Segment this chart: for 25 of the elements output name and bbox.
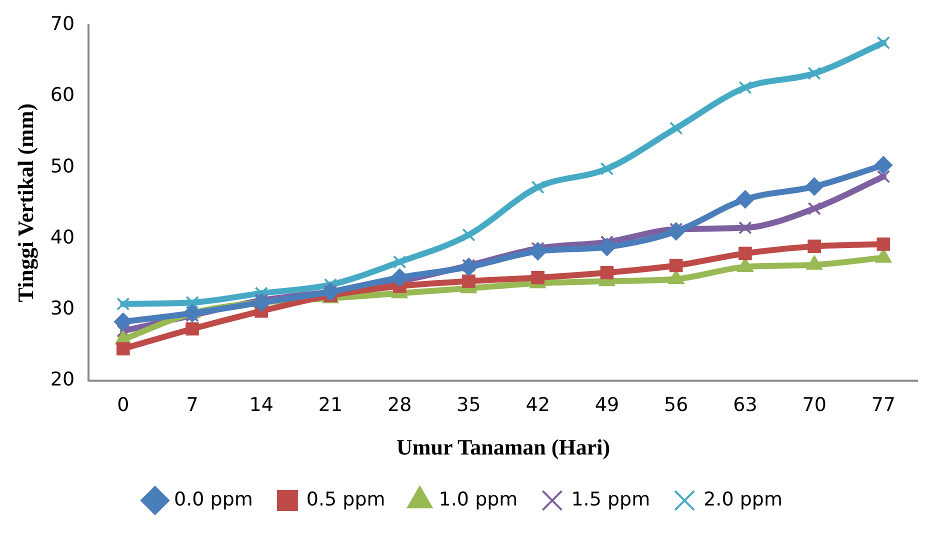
x-tick-label: 63 xyxy=(733,394,758,416)
x-tick-label: 49 xyxy=(594,394,620,416)
legend-label: 0.0 ppm xyxy=(174,488,253,510)
x-tick-label: 21 xyxy=(318,394,343,416)
y-tick-label: 60 xyxy=(50,84,75,106)
y-tick-label: 40 xyxy=(50,226,75,248)
x-tick-label: 77 xyxy=(871,394,896,416)
legend-label: 1.5 ppm xyxy=(571,488,650,510)
legend-label: 2.0 ppm xyxy=(704,488,782,510)
x-tick-label: 70 xyxy=(802,394,826,416)
x-axis-title: Umur Tanaman (Hari) xyxy=(396,434,610,460)
x-tick-label: 7 xyxy=(186,394,198,416)
x-tick-label: 28 xyxy=(388,394,412,416)
y-tick-label: 30 xyxy=(50,298,75,320)
x-tick-label: 14 xyxy=(249,394,274,416)
x-tick-label: 56 xyxy=(664,394,688,416)
x-tick-label: 0 xyxy=(117,394,130,416)
legend-label: 0.5 ppm xyxy=(306,488,386,510)
x-tick-label: 35 xyxy=(456,394,481,416)
legend-label: 1.0 ppm xyxy=(438,488,518,510)
x-tick-label: 42 xyxy=(526,394,550,416)
y-axis-title: Tinggi Vertikal (mm) xyxy=(12,103,38,302)
y-tick-label: 70 xyxy=(50,12,75,35)
y-tick-label: 50 xyxy=(50,155,75,178)
y-tick-label: 20 xyxy=(50,368,75,391)
